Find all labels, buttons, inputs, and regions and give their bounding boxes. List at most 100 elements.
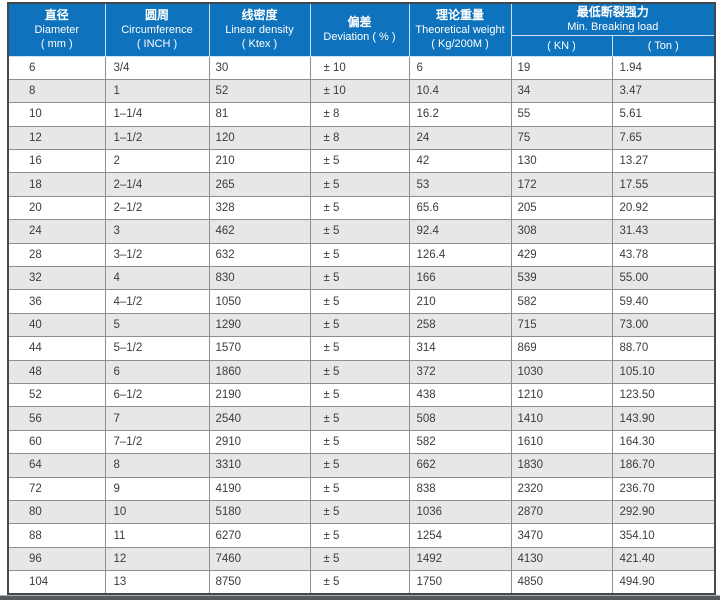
cell-diameter: 72 (7, 476, 106, 501)
table-row: 6 3/4 30 ± 10 6 19 1.94 (7, 55, 716, 80)
table-row: 44 5–1/2 1570 ± 5 314 869 88.70 (7, 336, 716, 361)
cell-theoretical-weight: 24 (408, 125, 512, 151)
cell-linear-density: 2190 (208, 382, 311, 408)
cell-deviation: ± 5 (309, 499, 410, 525)
col-header-linear-density: 线密度 Linear density ( Ktex ) (208, 2, 311, 57)
cell-deviation: ± 10 (309, 55, 410, 80)
cell-circumference: 2–1/4 (104, 172, 210, 197)
header-unit-label: ( Ktex ) (241, 38, 278, 51)
table-row: 88 11 6270 ± 5 1254 3470 354.10 (7, 523, 716, 548)
cell-breaking-load-kn: 4850 (510, 570, 613, 595)
cell-circumference: 9 (104, 476, 210, 501)
col-subheader-kn: ( KN ) (510, 34, 613, 57)
cell-theoretical-weight: 258 (408, 312, 512, 338)
cell-breaking-load-kn: 172 (510, 172, 613, 197)
cell-theoretical-weight: 65.6 (408, 195, 512, 221)
rope-spec-table: 直径 Diameter ( mm ) 圆周 Circumference ( IN… (7, 2, 717, 596)
cell-diameter: 32 (7, 266, 106, 291)
cell-theoretical-weight: 166 (408, 266, 512, 291)
cell-theoretical-weight: 210 (408, 289, 512, 314)
cell-breaking-load-kn: 1410 (510, 406, 613, 431)
cell-linear-density: 1860 (208, 359, 311, 384)
cell-theoretical-weight: 1750 (408, 570, 512, 595)
table-row: 72 9 4190 ± 5 838 2320 236.70 (7, 476, 716, 501)
cell-breaking-load-ton: 236.70 (611, 476, 716, 501)
cell-circumference: 5 (104, 312, 210, 338)
table-row: 12 1–1/2 120 ± 8 24 75 7.65 (7, 125, 716, 151)
table-row: 40 5 1290 ± 5 258 715 73.00 (7, 312, 716, 338)
header-zh-label: 直径 (44, 8, 69, 23)
cell-diameter: 40 (7, 312, 106, 338)
cell-theoretical-weight: 53 (408, 172, 512, 197)
header-en-label: Theoretical weight (415, 24, 505, 37)
cell-breaking-load-kn: 4130 (510, 546, 613, 572)
cell-breaking-load-kn: 55 (510, 102, 613, 127)
cell-breaking-load-kn: 205 (510, 195, 613, 221)
cell-diameter: 60 (7, 429, 106, 455)
cell-linear-density: 1290 (208, 312, 311, 338)
cell-theoretical-weight: 838 (408, 476, 512, 501)
cell-diameter: 104 (7, 570, 106, 595)
cell-theoretical-weight: 582 (408, 429, 512, 455)
table-row: 24 3 462 ± 5 92.4 308 31.43 (7, 219, 716, 244)
cell-breaking-load-kn: 429 (510, 242, 613, 268)
table-row: 48 6 1860 ± 5 372 1030 105.10 (7, 359, 716, 384)
cell-theoretical-weight: 372 (408, 359, 512, 384)
header-zh-label: 偏差 (347, 15, 372, 30)
cell-linear-density: 81 (208, 102, 311, 127)
cell-deviation: ± 5 (309, 172, 410, 197)
cell-diameter: 20 (7, 195, 106, 221)
cell-linear-density: 7460 (208, 546, 311, 572)
header-unit-label: ( Kg/200M ) (431, 38, 489, 51)
cell-breaking-load-ton: 3.47 (611, 78, 716, 104)
cell-breaking-load-ton: 43.78 (611, 242, 716, 268)
cell-circumference: 8 (104, 453, 210, 478)
cell-breaking-load-kn: 1210 (510, 382, 613, 408)
cell-circumference: 4–1/2 (104, 289, 210, 314)
table-row: 36 4–1/2 1050 ± 5 210 582 59.40 (7, 289, 716, 314)
cell-diameter: 28 (7, 242, 106, 268)
header-unit-label: ( mm ) (40, 38, 73, 51)
table-row: 20 2–1/2 328 ± 5 65.6 205 20.92 (7, 195, 716, 221)
cell-circumference: 2–1/2 (104, 195, 210, 221)
bottom-accent-bar (0, 595, 720, 600)
header-en-label: Min. Breaking load (567, 20, 659, 33)
cell-breaking-load-ton: 73.00 (611, 312, 716, 338)
table-row: 104 13 8750 ± 5 1750 4850 494.90 (7, 570, 716, 595)
cell-circumference: 1–1/4 (104, 102, 210, 127)
cell-deviation: ± 5 (309, 523, 410, 548)
cell-diameter: 18 (7, 172, 106, 197)
cell-deviation: ± 5 (309, 289, 410, 314)
col-header-diameter: 直径 Diameter ( mm ) (7, 2, 106, 57)
cell-breaking-load-ton: 5.61 (611, 102, 716, 127)
cell-linear-density: 4190 (208, 476, 311, 501)
header-en-label: Circumference (121, 24, 193, 37)
cell-linear-density: 210 (208, 149, 311, 174)
cell-theoretical-weight: 1036 (408, 499, 512, 525)
cell-diameter: 24 (7, 219, 106, 244)
cell-circumference: 2 (104, 149, 210, 174)
col-header-deviation: 偏差 Deviation ( % ) (309, 2, 410, 57)
cell-linear-density: 5180 (208, 499, 311, 525)
cell-breaking-load-ton: 292.90 (611, 499, 716, 525)
header-zh-label: 理论重量 (435, 8, 484, 23)
cell-breaking-load-ton: 7.65 (611, 125, 716, 151)
cell-circumference: 6–1/2 (104, 382, 210, 408)
cell-circumference: 13 (104, 570, 210, 595)
cell-linear-density: 8750 (208, 570, 311, 595)
cell-deviation: ± 5 (309, 382, 410, 408)
cell-breaking-load-kn: 869 (510, 336, 613, 361)
cell-breaking-load-ton: 55.00 (611, 266, 716, 291)
cell-linear-density: 2540 (208, 406, 311, 431)
cell-linear-density: 1570 (208, 336, 311, 361)
header-zh-label: 圆周 (144, 8, 169, 23)
cell-theoretical-weight: 6 (408, 55, 512, 80)
cell-breaking-load-kn: 2320 (510, 476, 613, 501)
cell-theoretical-weight: 126.4 (408, 242, 512, 268)
cell-deviation: ± 5 (309, 453, 410, 478)
cell-linear-density: 6270 (208, 523, 311, 548)
table-body: 6 3/4 30 ± 10 6 19 1.94 8 1 52 ± 10 10.4 34 3.47 10 1–1… (7, 55, 716, 595)
cell-deviation: ± 5 (309, 476, 410, 501)
cell-breaking-load-ton: 494.90 (611, 570, 716, 595)
cell-theoretical-weight: 10.4 (408, 78, 512, 104)
